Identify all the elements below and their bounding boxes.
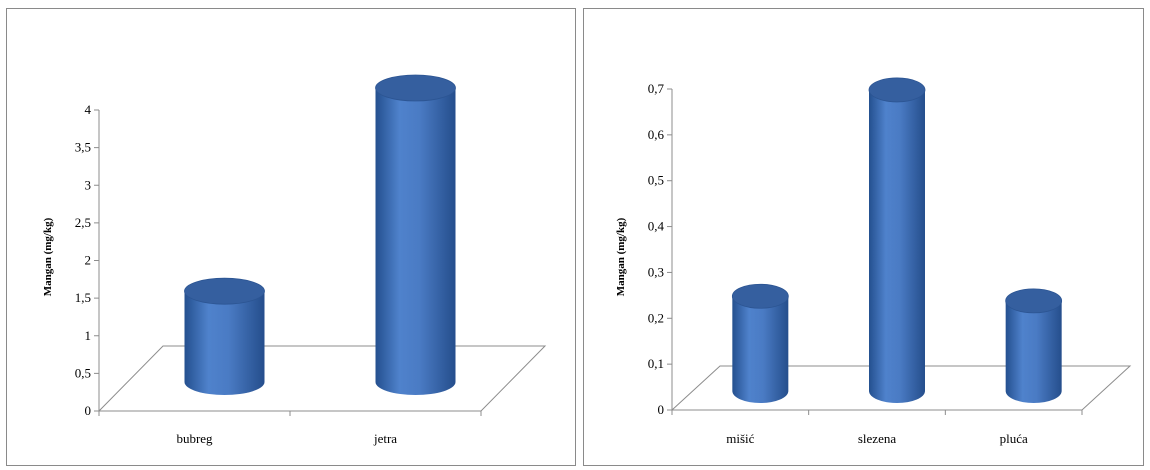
y-tick-label: 0,2 <box>648 310 664 325</box>
y-tick-label: 0,5 <box>648 173 664 188</box>
y-tick-label: 0 <box>85 403 92 418</box>
y-axis-label: Mangan (mg/kg) <box>42 217 54 296</box>
x-category-label: bubreg <box>176 431 213 446</box>
x-category-label: jetra <box>373 431 397 446</box>
x-category-label: pluća <box>1000 431 1028 446</box>
x-category-label: slezena <box>858 431 896 446</box>
y-tick-label: 4 <box>85 102 92 117</box>
y-tick-label: 1 <box>85 328 92 343</box>
y-tick-label: 0,5 <box>75 365 91 380</box>
bar-cylinder-top <box>375 74 456 102</box>
bar-cylinder-top <box>1005 288 1063 314</box>
bar-cylinder-top <box>184 277 265 305</box>
y-tick-label: 0,1 <box>648 356 664 371</box>
chart-floor <box>97 345 547 412</box>
y-tick-label: 0,7 <box>648 81 665 96</box>
bar-cylinder <box>375 88 456 395</box>
y-tick-label: 0,4 <box>648 219 665 234</box>
y-tick-label: 1,5 <box>75 290 91 305</box>
y-tick-label: 0,3 <box>648 264 664 279</box>
y-tick-label: 2,5 <box>75 215 91 230</box>
chart-panel-left: Mangan (mg/kg) 0 0,5 1 1,5 2 2,5 3 3,5 4 bubreg je… <box>6 8 576 466</box>
y-tick-label: 0,6 <box>648 127 665 142</box>
y-tick-label: 0 <box>658 402 665 417</box>
bar-cylinder <box>184 291 265 395</box>
bar-cylinder-top <box>868 77 926 103</box>
bar-cylinder <box>732 296 789 404</box>
bar-cylinder <box>869 89 925 403</box>
y-axis-label: Mangan (mg/kg) <box>615 217 627 296</box>
cylinder-chart-left: Mangan (mg/kg) 0 0,5 1 1,5 2 2,5 3 3,5 4 bubreg je… <box>42 74 547 446</box>
y-tick-label: 3 <box>85 177 92 192</box>
chart-panel-right: Mangan (mg/kg) 0 0,1 0,2 0,3 0,4 0,5 0,6 0,7 miš… <box>583 8 1144 466</box>
y-tick-label: 2 <box>85 253 92 268</box>
x-category-label: mišić <box>726 431 754 446</box>
y-tick-label: 3,5 <box>75 140 91 155</box>
bar-cylinder-top <box>731 283 789 309</box>
cylinder-chart-right: Mangan (mg/kg) 0 0,1 0,2 0,3 0,4 0,5 0,6 0,7 miš… <box>615 77 1132 446</box>
bar-cylinder <box>1005 300 1062 404</box>
